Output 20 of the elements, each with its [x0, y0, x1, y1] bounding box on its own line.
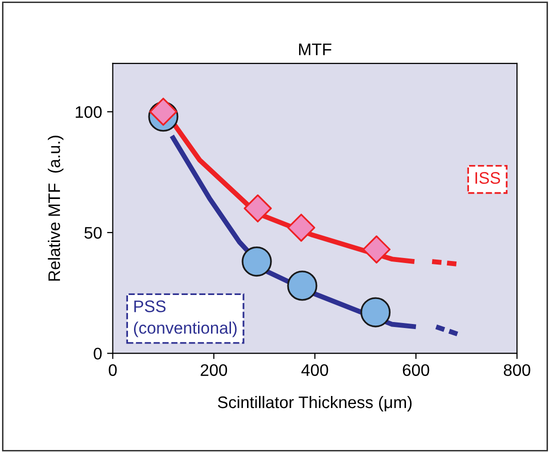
x-tick-label: 0	[108, 364, 117, 376]
x-tick-label: 600	[402, 364, 430, 376]
text: PSS (conventional)	[134, 300, 237, 338]
x-tick-label: 200	[200, 364, 228, 376]
point	[149, 98, 178, 126]
y-tick-label: 50	[84, 226, 102, 239]
x-tick-label: 800	[504, 364, 530, 376]
point	[362, 235, 391, 264]
point	[287, 270, 318, 301]
y-axis-title: Relative MTF (a.u.)	[48, 136, 64, 281]
point	[360, 297, 391, 328]
point	[244, 194, 272, 222]
point	[242, 246, 272, 277]
x-tick-label: 400	[301, 364, 328, 376]
point	[287, 214, 316, 242]
chart-title: MTF	[299, 44, 332, 56]
x-axis-title: Scintillator Thickness (μm)	[218, 396, 412, 412]
y-tick-label: 0	[94, 348, 102, 360]
text: ISS	[476, 172, 500, 184]
y-tick-label: 100	[76, 106, 102, 118]
